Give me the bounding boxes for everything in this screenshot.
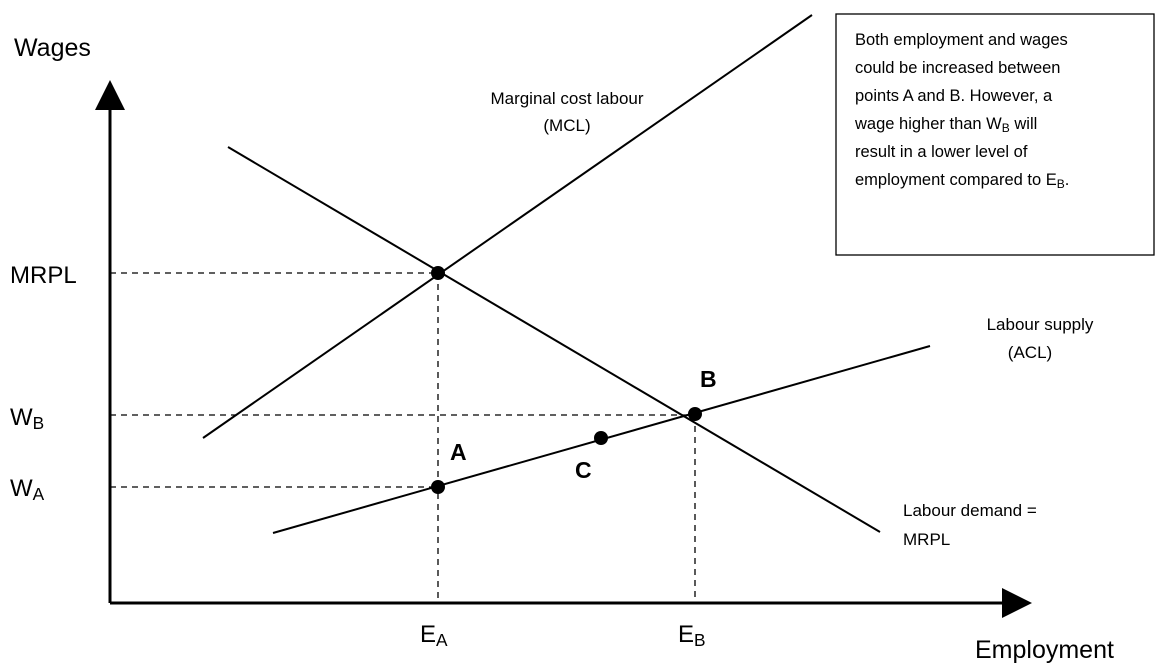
label-subscript: B [694, 630, 706, 650]
note-line: points A and B. However, a [855, 87, 1053, 105]
note-text: result in a lower level of [855, 143, 1028, 161]
curve-label: (ACL) [1008, 343, 1052, 362]
point-label: A [450, 439, 467, 465]
label-text: MRPL [10, 262, 77, 289]
note-line: Both employment and wages [855, 31, 1068, 49]
demand-curve [227, 146, 881, 533]
note-text: could be increased between [855, 59, 1060, 77]
curve-label: Marginal cost labour [490, 89, 643, 108]
label-subscript: A [436, 630, 448, 650]
point [431, 480, 445, 494]
x-axis-label: Employment [975, 636, 1114, 664]
curve-label: Labour supply [987, 315, 1094, 334]
note-text: wage higher than W [854, 115, 1002, 133]
label-subscript: B [33, 413, 45, 433]
y-label: WB [10, 404, 44, 433]
label-subscript: A [33, 484, 45, 504]
x-label: EB [678, 621, 706, 650]
note-subscript: B [1002, 121, 1010, 135]
point [688, 407, 702, 421]
curve-label: Labour demand = [903, 501, 1037, 520]
note-line: could be increased between [855, 59, 1060, 77]
y-label: MRPL [10, 262, 77, 289]
note-text: will [1010, 115, 1038, 133]
x-label: EA [420, 621, 448, 650]
mcl-curve [202, 14, 813, 439]
point-label: B [700, 366, 717, 392]
curve-label: MRPL [903, 530, 950, 549]
label-text: W [10, 475, 33, 502]
y-axis-label: Wages [14, 34, 91, 62]
curve-label: (MCL) [543, 116, 590, 135]
note-line: employment compared to EB. [855, 171, 1069, 191]
label-text: E [678, 621, 694, 648]
note-line: result in a lower level of [855, 143, 1028, 161]
note-text: . [1065, 171, 1070, 189]
point [431, 266, 445, 280]
label-text: E [420, 621, 436, 648]
note-text: employment compared to E [855, 171, 1057, 189]
point [594, 431, 608, 445]
note-text: Both employment and wages [855, 31, 1068, 49]
note-box [835, 13, 1155, 256]
y-label: WA [10, 475, 45, 504]
label-text: W [10, 404, 33, 431]
note-line: wage higher than WB will [854, 115, 1037, 135]
point-label: C [575, 457, 592, 483]
note-subscript: B [1057, 177, 1065, 191]
note-text: points A and B. However, a [855, 87, 1053, 105]
